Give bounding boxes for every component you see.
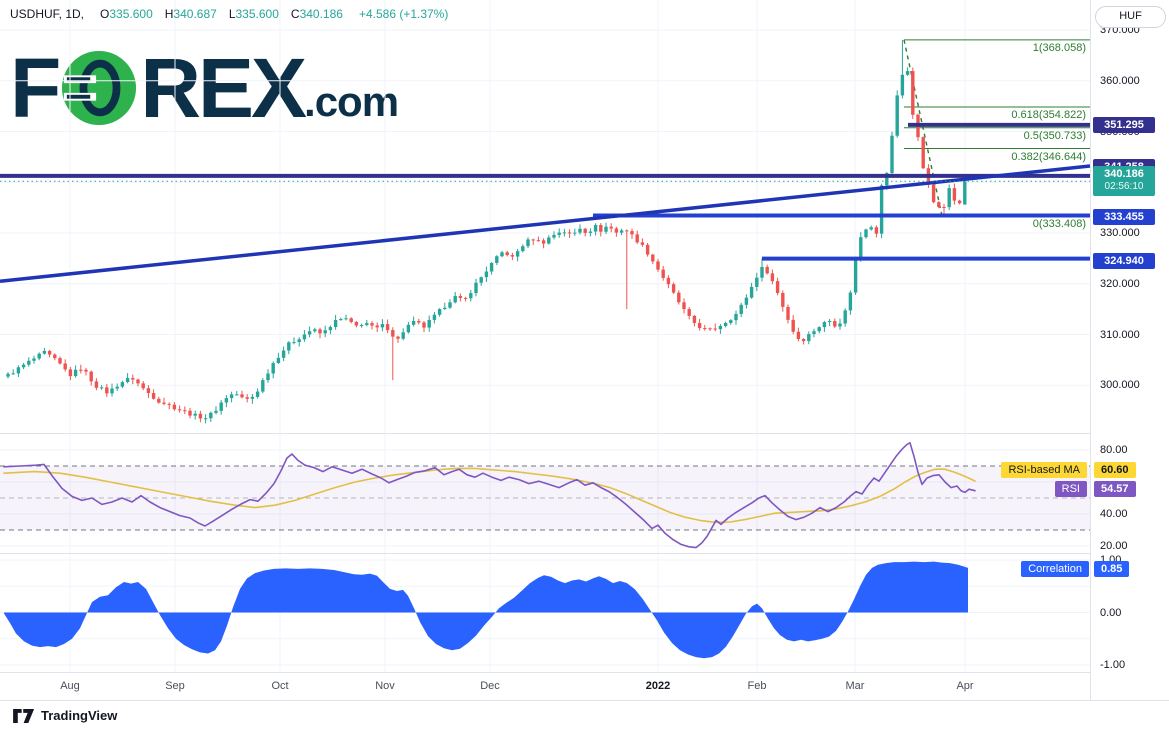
symbol-title[interactable]: USDHUF, 1D, <box>10 6 85 21</box>
time-axis-label: Aug <box>60 680 80 692</box>
time-axis-label: Dec <box>480 680 500 692</box>
time-axis-label: Apr <box>956 680 974 692</box>
fib-level-label[interactable]: 0(333.408) <box>1032 217 1086 230</box>
correlation-tick-label: -1.00 <box>1100 659 1126 671</box>
low-label: L <box>228 6 236 21</box>
close-label: C <box>290 6 300 21</box>
countdown-timer: 02:56:10 <box>1104 181 1144 193</box>
price-tick-label: 300.000 <box>1100 379 1140 392</box>
time-axis-label: Sep <box>165 680 185 692</box>
fib-level-label[interactable]: 0.5(350.733) <box>1023 129 1086 142</box>
forex-com-watermark: F REX .com <box>10 41 399 136</box>
price-axis[interactable]: HUF 370.000360.000350.000330.000320.0003… <box>1090 0 1169 700</box>
rsi-tick-label: 20.00 <box>1100 540 1128 552</box>
time-axis-label: Feb <box>747 680 767 692</box>
rsi-tick-label: 80.00 <box>1100 444 1128 456</box>
panel-separator-rsi-corr[interactable] <box>0 553 1169 554</box>
time-axis-label: 2022 <box>645 680 671 692</box>
tradingview-text: TradingView <box>41 708 118 723</box>
ohlc-values: O335.600 H340.687 L335.600 C340.186 <box>100 7 343 21</box>
price-badge: 333.455 <box>1093 209 1155 226</box>
correlation-tick-label: 0.00 <box>1100 606 1122 619</box>
fib-level-label[interactable]: 0.382(346.644) <box>1011 150 1086 163</box>
time-axis-separator <box>0 672 1169 673</box>
chart-canvas[interactable] <box>0 0 1090 700</box>
rsi-value-badge: 54.57 <box>1094 481 1136 497</box>
close-value: 340.186 <box>299 6 343 21</box>
price-badge: 340.186 02:56:10 <box>1093 166 1155 197</box>
open-value: 335.600 <box>109 6 153 21</box>
low-value: 335.600 <box>235 6 279 21</box>
correlation-value-badge: 0.85 <box>1094 561 1130 577</box>
watermark-dot-com: .com <box>304 78 399 126</box>
change-value: +4.586 (+1.37%) <box>358 6 449 21</box>
tradingview-icon <box>13 708 35 723</box>
time-axis-label: Mar <box>845 680 865 692</box>
price-tick-label: 360.000 <box>1100 74 1140 87</box>
symbol-legend[interactable]: USDHUF, 1D, O335.600 H340.687 L335.600 C… <box>10 0 448 27</box>
price-badge: 351.295 <box>1093 116 1155 133</box>
panel-separator-main-rsi[interactable] <box>0 433 1169 434</box>
currency-toggle-button[interactable]: HUF <box>1095 6 1166 28</box>
time-axis-label: Nov <box>375 680 395 692</box>
price-tick-label: 320.000 <box>1100 277 1140 290</box>
high-label: H <box>164 6 174 21</box>
watermark-letter-f: F <box>10 41 61 136</box>
price-badge: 324.940 <box>1093 252 1155 269</box>
high-value: 340.687 <box>173 6 217 21</box>
rsi-ma-label-badge: RSI-based MA <box>1001 462 1087 478</box>
forex-o-currency-icon <box>62 50 137 126</box>
fib-level-label[interactable]: 1(368.058) <box>1032 41 1086 54</box>
chart-bottom-border <box>0 700 1169 701</box>
price-tick-label: 330.000 <box>1100 227 1140 239</box>
correlation-label-badge: Correlation <box>1021 561 1089 577</box>
open-label: O <box>100 6 110 21</box>
rsi-ma-value-badge: 60.60 <box>1094 462 1136 478</box>
rsi-tick-label: 40.00 <box>1100 508 1128 520</box>
price-tick-label: 310.000 <box>1100 328 1140 341</box>
watermark-letters-rex: REX <box>140 41 307 136</box>
tradingview-attribution[interactable]: TradingView <box>13 708 117 723</box>
time-axis-label: Oct <box>271 680 289 692</box>
fib-level-label[interactable]: 0.618(354.822) <box>1011 109 1086 122</box>
rsi-label-badge: RSI <box>1054 481 1087 497</box>
